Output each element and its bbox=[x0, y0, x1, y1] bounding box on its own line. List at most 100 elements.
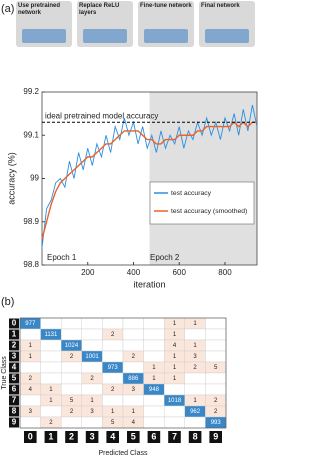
matrix-cell bbox=[143, 339, 165, 352]
matrix-cell bbox=[19, 328, 41, 341]
matrix-cell bbox=[40, 361, 62, 374]
matrix-cell bbox=[81, 328, 103, 341]
row-digit-box bbox=[9, 417, 19, 428]
matrix-cell bbox=[122, 339, 144, 352]
col-digit-box bbox=[209, 431, 222, 443]
matrix-cell bbox=[102, 394, 124, 407]
col-digit-box bbox=[44, 431, 58, 443]
cell-label: 2 bbox=[193, 365, 197, 371]
epoch-label: Epoch 1 bbox=[47, 253, 77, 262]
matrix-cell bbox=[205, 372, 227, 385]
legend-box bbox=[149, 181, 255, 225]
cell-label: 977 bbox=[25, 321, 36, 327]
row-digit-box bbox=[9, 318, 19, 329]
matrix-cell bbox=[61, 317, 83, 330]
cell-label: 1018 bbox=[168, 398, 182, 404]
cell-label: 2 bbox=[214, 398, 218, 404]
cell-label: 4 bbox=[132, 420, 136, 426]
cell-label: 4 bbox=[173, 343, 177, 349]
row-label: 6 bbox=[12, 385, 17, 394]
cell-label: 948 bbox=[149, 387, 160, 393]
cell-label: 2 bbox=[90, 376, 94, 382]
matrix-cell bbox=[143, 405, 165, 418]
matrix-cell bbox=[40, 339, 62, 352]
matrix-cell bbox=[184, 372, 206, 385]
y-axis-label: True Class bbox=[1, 356, 8, 390]
row-label: 4 bbox=[12, 363, 17, 372]
matrix-cell bbox=[61, 416, 83, 429]
cell-label: 962 bbox=[190, 409, 201, 415]
cell-label: 1001 bbox=[85, 354, 99, 360]
matrix-cell bbox=[102, 339, 124, 352]
data-line bbox=[41, 104, 258, 248]
row-label: 5 bbox=[12, 374, 17, 383]
cell-label: 1 bbox=[193, 321, 197, 327]
legend-label: test accuracy bbox=[171, 190, 212, 197]
matrix-cell bbox=[102, 350, 124, 363]
cell-label: 5 bbox=[111, 420, 115, 426]
matrix-cell bbox=[122, 361, 144, 374]
matrix-cell bbox=[205, 317, 227, 330]
cell-label: 3 bbox=[132, 387, 136, 393]
cell-label: 973 bbox=[108, 365, 119, 371]
matrix-cell bbox=[40, 317, 62, 330]
col-digit-box bbox=[147, 431, 161, 443]
matrix-cell bbox=[143, 328, 165, 341]
matrix-frame bbox=[19, 317, 227, 429]
matrix-cell bbox=[184, 328, 206, 341]
matrix-cell bbox=[81, 383, 103, 396]
col-digit-box bbox=[65, 431, 78, 443]
col-label: 6 bbox=[151, 431, 156, 441]
y-tick-label: 99.2 bbox=[23, 87, 39, 96]
row-digit-box bbox=[9, 395, 19, 406]
col-label: 5 bbox=[131, 431, 136, 441]
matrix-cell bbox=[143, 350, 165, 363]
row-digit-box bbox=[9, 329, 19, 340]
row-label: 2 bbox=[12, 341, 17, 350]
x-tick-label: 200 bbox=[81, 268, 95, 277]
cell-label: 1 bbox=[193, 398, 197, 404]
col-digit-box bbox=[85, 431, 99, 443]
x-axis-label: Predicted Class bbox=[98, 450, 148, 457]
col-digit-box bbox=[24, 431, 37, 443]
cell-label: 1 bbox=[173, 376, 177, 382]
cell-label: 1 bbox=[193, 343, 197, 349]
row-label: 1 bbox=[12, 330, 17, 339]
cell-label: 1 bbox=[132, 409, 136, 415]
col-label: 7 bbox=[172, 431, 177, 441]
cell-label: 1 bbox=[173, 354, 177, 360]
matrix-cell bbox=[61, 383, 83, 396]
matrix-cell bbox=[19, 416, 41, 429]
matrix-cell bbox=[81, 416, 103, 429]
matrix-cell bbox=[163, 405, 185, 418]
cell-label: 4 bbox=[29, 387, 33, 393]
matrix-cell bbox=[81, 361, 103, 374]
cell-label: 1 bbox=[152, 365, 156, 371]
row-digit-box bbox=[9, 384, 19, 395]
figure: (a) (b) Epoch 2 Epoch 1 98.8 98.9 99 99.1 99… bbox=[0, 1, 258, 457]
data-line bbox=[41, 121, 257, 240]
cell-label: 1 bbox=[173, 332, 177, 338]
cell-label: 5 bbox=[214, 365, 218, 371]
chart: (a) (b) Epoch 2 Epoch 1 98.898.99999.199… bbox=[1, 3, 258, 457]
matrix-cell bbox=[122, 328, 144, 341]
matrix-cell bbox=[143, 394, 165, 407]
matrix-cell bbox=[40, 350, 62, 363]
cell-label: 1 bbox=[29, 343, 33, 349]
cell-label: 3 bbox=[29, 409, 33, 415]
col-label: 4 bbox=[110, 431, 115, 441]
row-digit-box bbox=[9, 406, 19, 417]
y-tick-label: 99 bbox=[30, 174, 39, 183]
cell-label: 5 bbox=[70, 398, 74, 404]
pipeline-step: Use pretrained network bbox=[16, 1, 72, 47]
matrix-cell bbox=[102, 317, 124, 330]
matrix-cell bbox=[184, 416, 206, 429]
col-label: 0 bbox=[28, 431, 33, 441]
col-digit-box bbox=[127, 431, 140, 443]
matrix-cell bbox=[40, 405, 62, 418]
col-label: 9 bbox=[213, 431, 218, 441]
cell-label: 2 bbox=[132, 354, 136, 360]
matrix-cell bbox=[19, 361, 41, 374]
x-tick-label: 600 bbox=[173, 268, 187, 277]
row-digit-box bbox=[9, 373, 19, 384]
